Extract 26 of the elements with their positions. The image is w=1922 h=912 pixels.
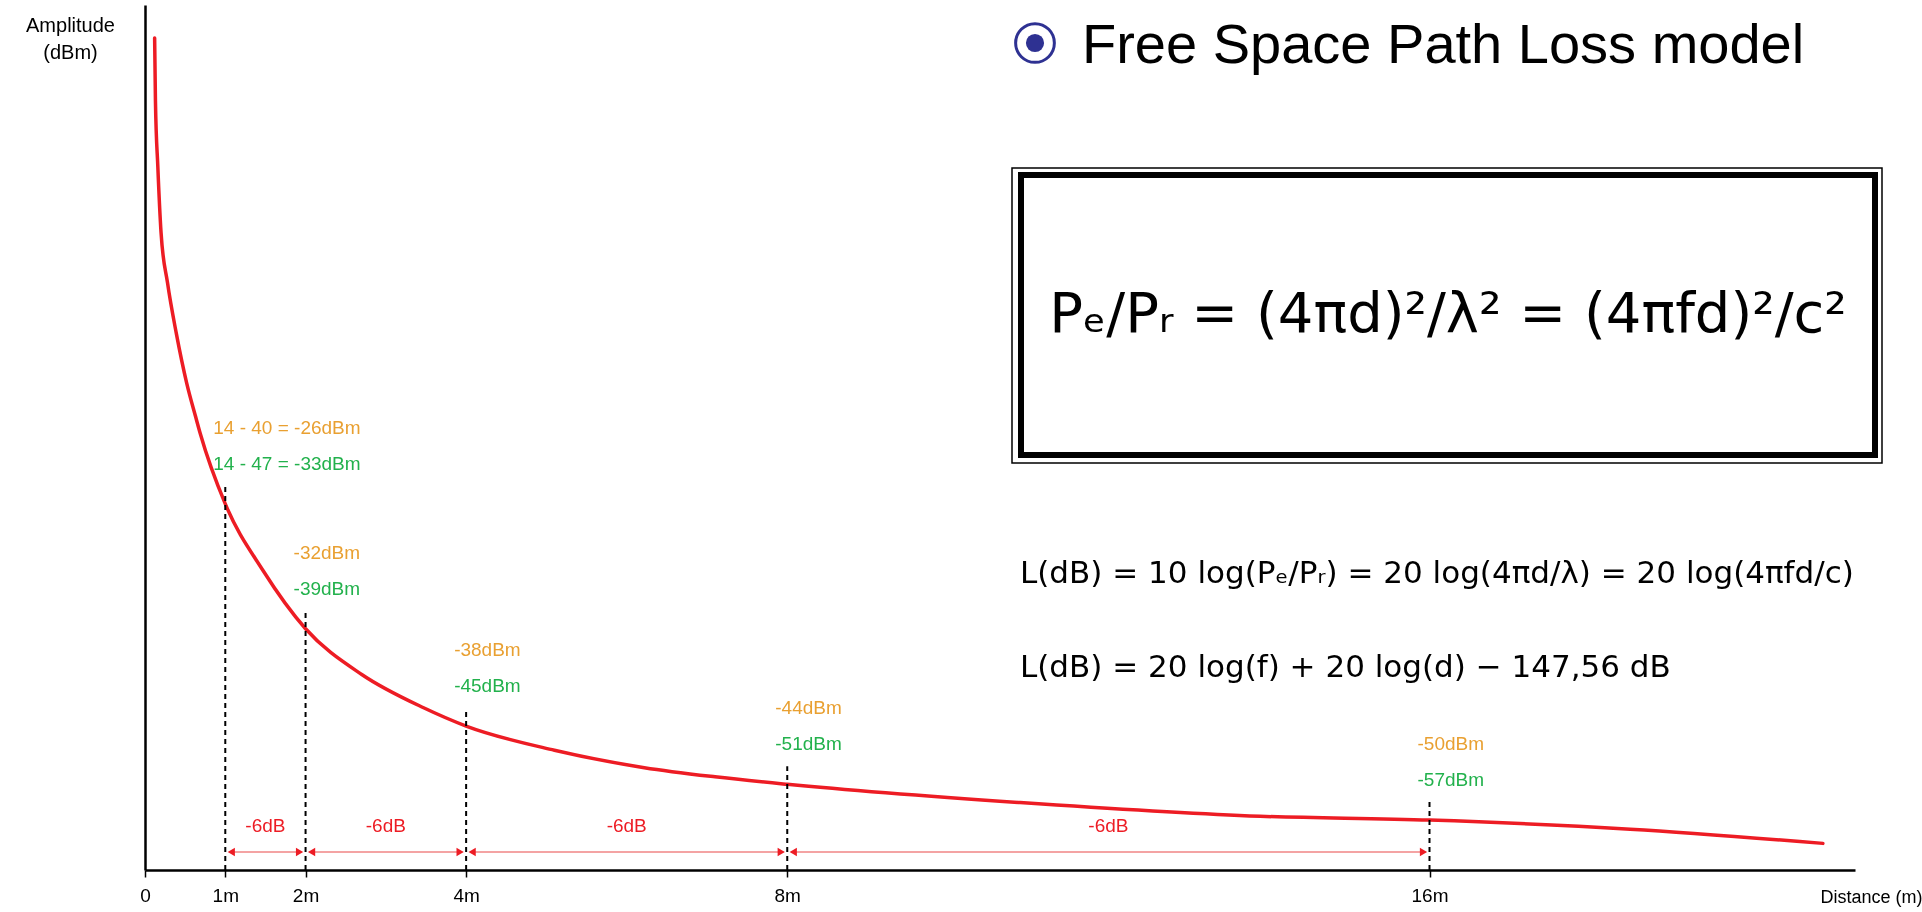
annotation: -6dB: [606, 815, 647, 836]
x-tick-label: 1m: [212, 884, 239, 906]
y-axis-title: Amplitude (dBm): [26, 13, 115, 63]
annotation: -6dB: [1088, 815, 1129, 836]
annotation: 14 - 40 = -26dBm: [213, 416, 361, 438]
chart-title: Free Space Path Loss model: [1082, 12, 1805, 75]
annotation: -51dBm: [775, 733, 842, 755]
annotation: -50dBm: [1417, 733, 1485, 755]
x-tick-label: 16m: [1411, 884, 1449, 906]
x-tick-label: 0: [140, 884, 151, 906]
annotation: -44dBm: [775, 697, 842, 719]
x-tick-label: 2m: [292, 884, 320, 906]
annotation: -57dBm: [1417, 769, 1485, 791]
x-tick-label: 4m: [453, 884, 480, 906]
annotation: L(dB) = 20 log(f) + 20 log(d) − 147,56 dB: [1020, 648, 1671, 684]
annotation: Pₑ/Pᵣ = (4πd)²/λ² = (4πfd)²/c²: [1049, 280, 1847, 345]
annotation: -38dBm: [454, 639, 521, 661]
annotation: -6dB: [245, 815, 286, 836]
annotation: -39dBm: [293, 577, 361, 599]
annotation: -45dBm: [454, 675, 521, 697]
x-tick-label: 8m: [774, 884, 801, 906]
annotation: -6dB: [365, 815, 406, 836]
x-axis-title: Distance (m): [1820, 886, 1922, 907]
annotation: -32dBm: [293, 541, 361, 563]
annotation: 14 - 47 = -33dBm: [213, 452, 361, 474]
annotation: L(dB) = 10 log(Pₑ/Pᵣ) = 20 log(4πd/λ) = 20 log(4πfd/c): [1020, 554, 1854, 590]
